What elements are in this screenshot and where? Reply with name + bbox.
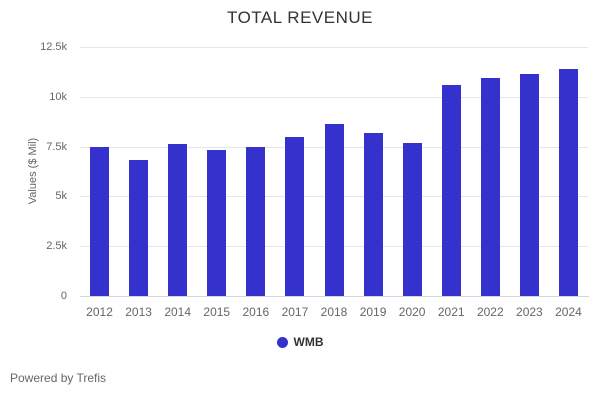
x-tick-label-2015: 2015 xyxy=(203,305,231,319)
bar-2015[interactable] xyxy=(207,149,227,296)
y-tick-label: 10k xyxy=(49,90,67,103)
bar-2013[interactable] xyxy=(129,159,149,296)
legend-item-wmb[interactable]: WMB xyxy=(276,335,324,349)
x-tick-label-2020: 2020 xyxy=(398,305,426,319)
bar-2016[interactable] xyxy=(246,146,266,296)
y-tick-label: 7.5k xyxy=(46,140,67,153)
powered-by-trefis: Powered by Trefis xyxy=(10,371,107,385)
x-tick-label-2021: 2021 xyxy=(437,305,465,319)
y-tick-label: 0 xyxy=(60,290,67,302)
bar-2012[interactable] xyxy=(90,146,110,296)
y-axis-title: Values ($ Mil) xyxy=(27,137,39,205)
x-tick-label-2024: 2024 xyxy=(555,305,582,319)
gridline xyxy=(80,47,588,48)
bar-2020[interactable] xyxy=(402,142,422,296)
bar-2018[interactable] xyxy=(324,123,344,296)
bar-2014[interactable] xyxy=(168,143,188,296)
x-tick-label-2017: 2017 xyxy=(281,305,309,319)
y-tick-label: 5k xyxy=(55,190,67,203)
x-tick-label-2012: 2012 xyxy=(86,305,113,319)
chart-title: TOTAL REVENUE xyxy=(227,8,373,27)
bar-2024[interactable] xyxy=(558,68,578,296)
chart-legend: WMB xyxy=(0,335,600,349)
x-tick-label-2023: 2023 xyxy=(516,305,543,319)
bar-2019[interactable] xyxy=(363,132,383,296)
legend-label: WMB xyxy=(293,335,324,349)
x-tick-label-2022: 2022 xyxy=(476,305,504,319)
bar-2021[interactable] xyxy=(441,84,461,296)
x-tick-label-2018: 2018 xyxy=(320,305,348,319)
bar-2022[interactable] xyxy=(480,77,500,296)
circle-icon xyxy=(276,336,288,348)
bar-2017[interactable] xyxy=(285,136,305,296)
y-tick-label: 12.5k xyxy=(40,41,67,53)
x-tick-label-2014: 2014 xyxy=(164,305,192,319)
x-tick-label-2019: 2019 xyxy=(359,305,387,319)
y-tick-label: 2.5k xyxy=(46,240,67,253)
gridline xyxy=(80,96,588,98)
x-tick-label-2013: 2013 xyxy=(125,305,152,319)
x-axis-line xyxy=(80,296,589,297)
x-tick-label-2016: 2016 xyxy=(242,305,270,319)
bar-2023[interactable] xyxy=(519,73,539,296)
